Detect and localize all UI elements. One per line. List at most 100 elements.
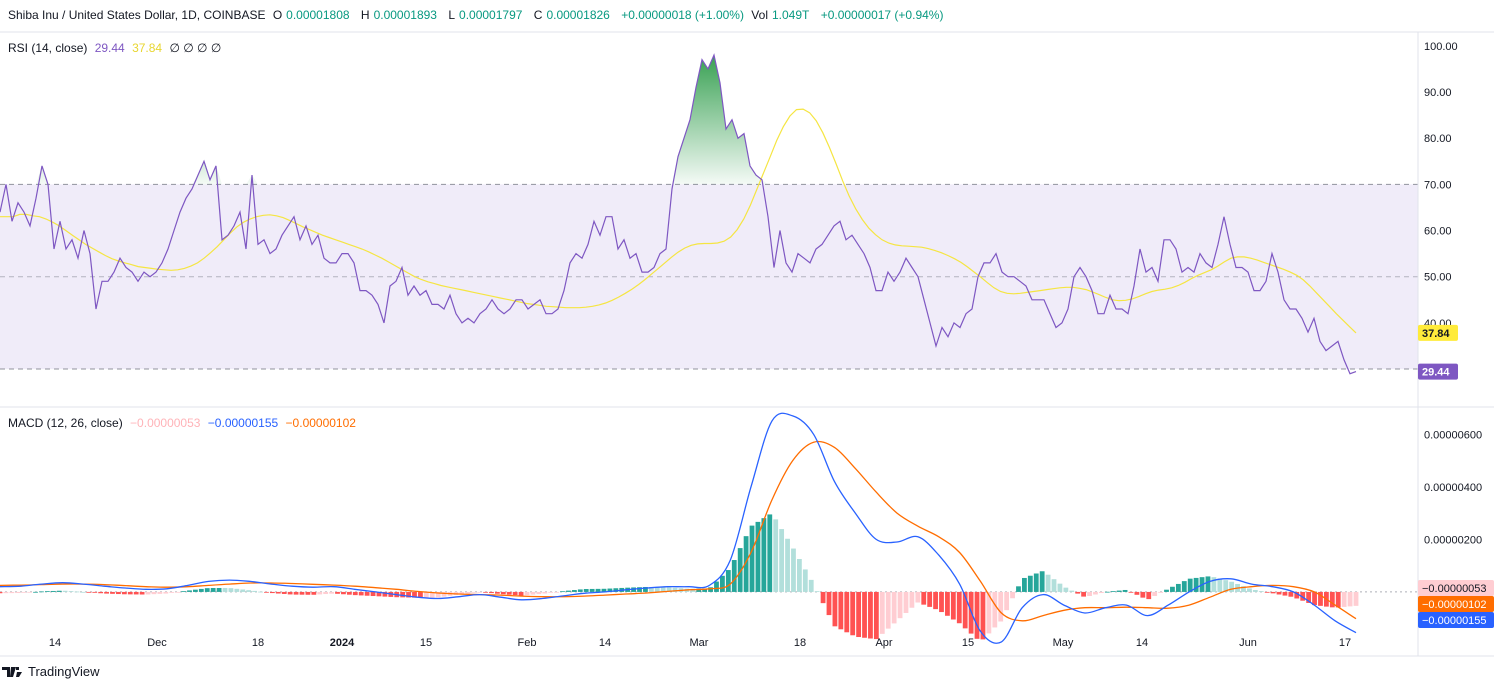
macd-histogram-bar: [595, 588, 601, 592]
macd-histogram-bar: [323, 591, 329, 595]
macd-line: [0, 412, 1357, 644]
macd-histogram-bar: [838, 591, 844, 630]
macd-histogram-bar: [820, 591, 826, 604]
macd-histogram-bar: [791, 548, 796, 592]
macd-histogram-bar: [423, 591, 429, 598]
macd-histogram-bar: [548, 591, 554, 593]
macd-histogram-bar: [672, 587, 678, 592]
macd-histogram-bar: [139, 591, 145, 595]
macd-histogram-bar: [240, 589, 246, 592]
macd-histogram-bar: [1016, 586, 1021, 592]
high-label: H: [360, 8, 370, 22]
macd-histogram-bar: [181, 591, 186, 593]
rsi-y-tick: 100.00: [1424, 41, 1458, 53]
macd-histogram-bar: [897, 591, 903, 619]
macd-histogram-bar: [163, 591, 169, 594]
macd-histogram-bar: [613, 588, 619, 592]
macd-histogram-bar: [62, 590, 68, 592]
rsi-overbought-fill: [0, 55, 1356, 185]
macd-histogram-bar: [1110, 591, 1116, 592]
macd-histogram-bar: [761, 518, 767, 592]
macd-y-tick: 0.00000600: [1424, 429, 1482, 441]
macd-histogram-bar: [329, 591, 334, 594]
macd-y-tick: 0.00000400: [1424, 482, 1482, 494]
macd-histogram-bar: [145, 591, 151, 595]
macd-histogram-bar: [743, 536, 749, 592]
macd-histogram-bar: [429, 591, 435, 598]
price-axis[interactable]: 100.0090.0080.0070.0060.0050.0040.0037.8…: [1417, 32, 1494, 656]
macd-histogram-bar: [1051, 579, 1057, 592]
macd-histogram-bar: [1341, 591, 1347, 607]
macd-histogram-bar: [1175, 583, 1181, 592]
macd-histogram-bar: [773, 519, 779, 592]
macd-histogram-bar: [1205, 576, 1211, 592]
macd-histogram-bar: [956, 591, 962, 624]
macd-histogram-bar: [193, 589, 198, 592]
macd-histogram-bar: [483, 591, 488, 593]
macd-histogram-bar: [779, 529, 785, 592]
macd-histogram-bar: [1027, 575, 1033, 592]
macd-histogram-bar: [1282, 591, 1288, 596]
rsi-legend-extra: ∅ ∅ ∅ ∅: [169, 41, 222, 55]
macd-histogram-bar: [654, 587, 660, 592]
rsi-y-tick: 50.00: [1424, 272, 1452, 284]
macd-histogram-bar: [21, 591, 27, 593]
close-value: 0.00001826: [546, 8, 610, 22]
rsi-ma-last-label: 37.84: [1418, 324, 1458, 341]
time-axis-tick: Apr: [875, 637, 892, 649]
time-axis[interactable]: 14 Dec 18 2024 15 Feb 14 Mar 18 Apr 15 May 14 Jun 17: [0, 637, 1494, 657]
macd-legend[interactable]: MACD (12, 26, close) −0.00000053 −0.0000…: [8, 416, 360, 430]
macd-histogram-bar: [1128, 591, 1134, 593]
macd-histogram-bar: [767, 514, 773, 592]
macd-histogram-bar: [524, 591, 530, 596]
macd-histogram-bar: [299, 591, 305, 595]
rsi-y-tick: 80.00: [1424, 133, 1452, 145]
macd-histogram-bar: [1045, 574, 1051, 592]
macd-histogram-bar: [666, 587, 672, 592]
macd-histogram-bar: [228, 588, 234, 592]
macd-histogram-bar: [980, 591, 986, 640]
macd-histogram-bar: [708, 587, 713, 592]
time-axis-tick: 2024: [330, 637, 355, 649]
macd-histogram-bar: [1264, 591, 1270, 593]
macd-histogram-bar: [465, 591, 471, 594]
macd-histogram-bar: [643, 586, 648, 592]
rsi-ma-last-label-text: 37.84: [1422, 328, 1450, 340]
macd-histogram-bar: [198, 588, 204, 592]
macd-histogram-bar: [1335, 591, 1341, 608]
rsi-pane: [0, 31, 1494, 408]
price-change: +0.00000018 (+1.00%): [621, 8, 744, 22]
macd-histogram-bar: [1276, 591, 1282, 595]
rsi-y-tick: 70.00: [1424, 179, 1452, 191]
macd-histogram-bar: [933, 591, 938, 610]
rsi-ma-line: [0, 108, 1357, 334]
macd-histogram-bar: [660, 587, 666, 592]
macd-histogram-bar: [80, 591, 86, 593]
macd-histogram-bar: [518, 591, 524, 596]
rsi-legend-value: 29.44: [94, 41, 125, 55]
macd-histogram-bar: [915, 591, 921, 603]
time-axis-tick: 14: [599, 637, 611, 649]
macd-histogram-bar: [998, 591, 1004, 622]
time-axis-tick: Jun: [1239, 637, 1257, 649]
macd-signal-last-label-bg: [1418, 596, 1494, 612]
macd-histogram-bar: [281, 591, 287, 594]
macd-histogram-bar: [530, 591, 536, 595]
macd-histogram-bar: [879, 591, 885, 634]
macd-histogram-bar: [133, 591, 139, 595]
macd-histogram-bar: [376, 591, 382, 597]
tradingview-brand[interactable]: TradingView: [2, 664, 100, 679]
volume-label: Vol: [751, 8, 768, 22]
macd-histogram-bar: [1217, 578, 1223, 592]
macd-histogram-bar: [293, 591, 299, 595]
macd-histogram-bar: [856, 591, 862, 638]
macd-histogram-bar: [1300, 591, 1306, 601]
rsi-legend[interactable]: RSI (14, close) 29.44 37.84 ∅ ∅ ∅ ∅: [8, 41, 225, 55]
macd-histogram-bar: [15, 591, 21, 594]
macd-histogram-bar: [921, 591, 927, 605]
macd-histogram-bar: [169, 591, 175, 593]
macd-histogram-bar: [945, 591, 950, 616]
macd-histogram-bar: [459, 591, 465, 595]
macd-histogram-bar: [269, 591, 275, 594]
